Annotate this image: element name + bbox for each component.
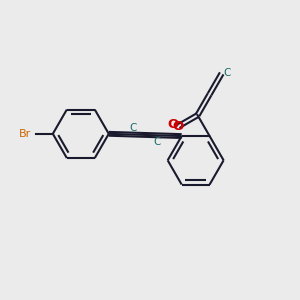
Text: C: C: [129, 123, 137, 133]
Text: O: O: [167, 118, 179, 131]
Text: C: C: [223, 68, 231, 78]
Text: O: O: [173, 120, 184, 133]
Text: C: C: [154, 137, 161, 147]
Text: Br: Br: [19, 129, 31, 139]
